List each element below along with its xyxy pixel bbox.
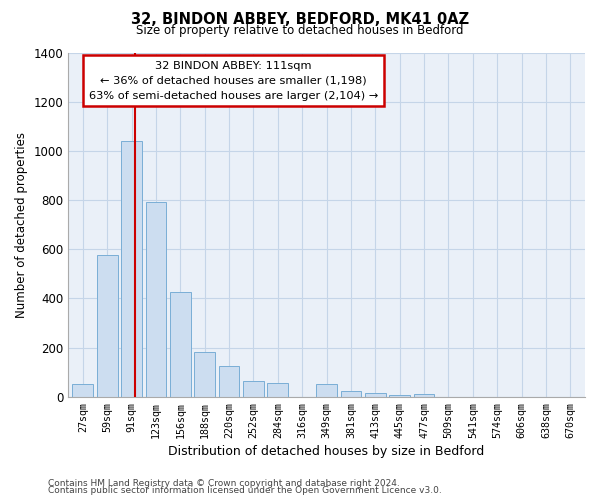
Bar (219, 366, 239, 396)
X-axis label: Distribution of detached houses by size in Bedford: Distribution of detached houses by size … (169, 444, 485, 458)
Bar (121, 141, 142, 397)
Text: 32, BINDON ABBEY, BEDFORD, MK41 0AZ: 32, BINDON ABBEY, BEDFORD, MK41 0AZ (131, 12, 469, 28)
Bar (97, 256, 118, 396)
Bar (243, 380, 264, 396)
Text: Size of property relative to detached houses in Bedford: Size of property relative to detached ho… (136, 24, 464, 37)
Bar (146, 202, 166, 396)
Text: Contains HM Land Registry data © Crown copyright and database right 2024.: Contains HM Land Registry data © Crown c… (48, 478, 400, 488)
Text: Contains public sector information licensed under the Open Government Licence v3: Contains public sector information licen… (48, 486, 442, 495)
Bar (170, 292, 191, 397)
Bar (365, 393, 386, 396)
Y-axis label: Number of detached properties: Number of detached properties (15, 132, 28, 318)
Bar (268, 383, 288, 396)
Bar (414, 394, 434, 396)
Bar (341, 390, 361, 396)
Text: 32 BINDON ABBEY: 111sqm
← 36% of detached houses are smaller (1,198)
63% of semi: 32 BINDON ABBEY: 111sqm ← 36% of detache… (89, 61, 378, 100)
Bar (73, 384, 93, 396)
Bar (194, 352, 215, 397)
Bar (316, 384, 337, 396)
